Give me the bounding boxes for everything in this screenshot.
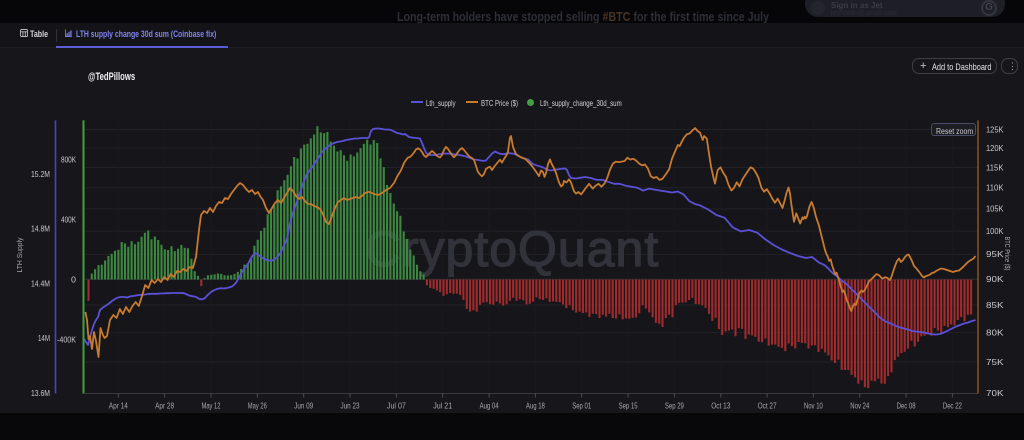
svg-text:110K: 110K: [986, 183, 1004, 193]
svg-text:95K: 95K: [986, 249, 1004, 259]
svg-text:Sep 01: Sep 01: [572, 402, 591, 411]
svg-text:400K: 400K: [61, 215, 77, 224]
svg-text:800K: 800K: [61, 155, 77, 164]
svg-text:125K: 125K: [986, 124, 1004, 134]
svg-text:Oct 27: Oct 27: [758, 402, 777, 411]
svg-text:115K: 115K: [986, 162, 1004, 172]
svg-text:May 26: May 26: [248, 402, 267, 411]
svg-text:-400K: -400K: [57, 335, 77, 344]
svg-text:75K: 75K: [986, 357, 1004, 367]
svg-text:LTH Supply: LTH Supply: [15, 237, 24, 272]
svg-text:Jun 23: Jun 23: [341, 402, 360, 411]
svg-text:14.8M: 14.8M: [31, 225, 50, 234]
svg-text:14.4M: 14.4M: [31, 279, 50, 288]
svg-text:Jul 07: Jul 07: [387, 402, 406, 411]
svg-text:Aug 18: Aug 18: [526, 402, 545, 411]
svg-text:Aug 04: Aug 04: [480, 402, 499, 411]
svg-text:85K: 85K: [986, 300, 1004, 310]
svg-text:CryptoQuant: CryptoQuant: [365, 221, 659, 277]
svg-text:14M: 14M: [38, 334, 50, 343]
svg-text:Apr 14: Apr 14: [109, 402, 128, 411]
svg-text:15.2M: 15.2M: [31, 170, 50, 179]
svg-text:Oct 13: Oct 13: [711, 402, 730, 411]
svg-text:105K: 105K: [986, 204, 1004, 214]
svg-text:Jun 09: Jun 09: [294, 402, 313, 411]
svg-text:BTC Price ($): BTC Price ($): [1003, 237, 1012, 271]
svg-text:120K: 120K: [986, 143, 1004, 153]
svg-text:Nov 10: Nov 10: [804, 402, 823, 411]
svg-text:0: 0: [71, 275, 77, 284]
svg-text:80K: 80K: [986, 327, 1004, 337]
svg-text:May 12: May 12: [202, 402, 221, 411]
svg-text:Jul 21: Jul 21: [433, 402, 452, 411]
svg-text:Nov 24: Nov 24: [850, 402, 869, 411]
svg-text:Apr 28: Apr 28: [155, 402, 174, 411]
svg-text:13.6M: 13.6M: [31, 389, 50, 398]
svg-text:100K: 100K: [986, 226, 1004, 236]
svg-text:Sep 15: Sep 15: [619, 402, 638, 411]
svg-text:Sep 29: Sep 29: [665, 402, 684, 411]
svg-text:Dec 08: Dec 08: [897, 402, 916, 411]
svg-text:70K: 70K: [986, 388, 1004, 398]
svg-text:90K: 90K: [986, 274, 1004, 284]
svg-text:Dec 22: Dec 22: [943, 402, 962, 411]
